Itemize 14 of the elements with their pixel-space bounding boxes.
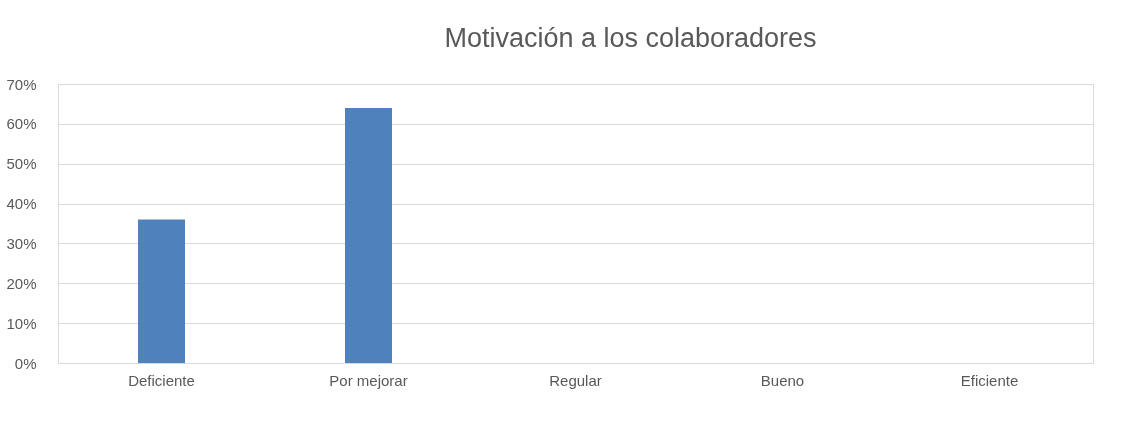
x-tick-label: Bueno — [760, 371, 805, 389]
y-tick-label: 50% — [6, 155, 37, 173]
y-tick-label: 20% — [6, 274, 37, 292]
y-tick-label: 70% — [6, 75, 37, 93]
y-tick-label: 60% — [6, 115, 37, 133]
x-tick-label: Eficiente — [960, 371, 1019, 389]
x-tick-label: Deficiente — [128, 371, 195, 389]
chart-title: Motivación a los colaboradores — [444, 23, 817, 53]
x-tick-label: Regular — [549, 371, 602, 389]
y-tick-label: 30% — [6, 234, 37, 252]
x-tick-label: Por mejorar — [329, 371, 408, 389]
y-tick-label: 40% — [6, 195, 37, 213]
y-tick-label: 0% — [14, 354, 37, 372]
y-tick-label: 10% — [6, 314, 37, 332]
